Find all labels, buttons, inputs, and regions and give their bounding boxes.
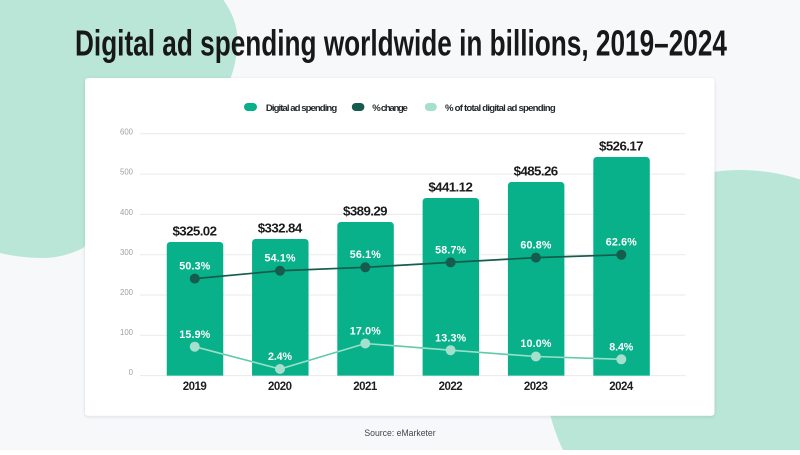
svg-text:$485.26: $485.26 [514, 164, 559, 179]
svg-text:$332.84: $332.84 [258, 221, 303, 236]
svg-text:Source: eMarketer: Source: eMarketer [364, 428, 435, 438]
svg-text:% change: % change [372, 103, 408, 114]
svg-text:$389.29: $389.29 [343, 204, 388, 219]
svg-text:50.3%: 50.3% [179, 260, 210, 272]
svg-text:54.1%: 54.1% [265, 253, 296, 265]
svg-text:500: 500 [120, 168, 134, 177]
svg-text:400: 400 [120, 208, 134, 217]
svg-text:% of total digital ad spending: % of total digital ad spending [445, 103, 556, 114]
svg-text:2022: 2022 [439, 381, 463, 393]
svg-text:200: 200 [120, 288, 134, 297]
svg-text:17.0%: 17.0% [350, 326, 381, 338]
svg-text:2.4%: 2.4% [268, 351, 292, 363]
svg-text:2021: 2021 [353, 381, 378, 393]
svg-text:600: 600 [120, 128, 134, 137]
svg-text:$526.17: $526.17 [599, 139, 644, 154]
svg-text:62.6%: 62.6% [606, 237, 637, 249]
svg-text:2024: 2024 [609, 381, 634, 393]
svg-text:15.9%: 15.9% [179, 329, 210, 341]
svg-text:Digital ad spending: Digital ad spending [266, 103, 337, 114]
svg-text:$325.02: $325.02 [173, 224, 218, 239]
svg-text:100: 100 [120, 328, 134, 337]
svg-text:60.8%: 60.8% [520, 240, 551, 252]
svg-text:8.4%: 8.4% [609, 341, 633, 353]
svg-text:56.1%: 56.1% [350, 249, 381, 261]
svg-text:300: 300 [120, 248, 134, 257]
svg-text:2020: 2020 [268, 381, 292, 393]
svg-text:10.0%: 10.0% [520, 338, 551, 350]
svg-text:58.7%: 58.7% [435, 244, 466, 256]
svg-text:13.3%: 13.3% [435, 332, 466, 344]
svg-text:$441.12: $441.12 [428, 180, 473, 195]
svg-text:0: 0 [129, 368, 134, 377]
svg-text:Digital ad spending worldwide: Digital ad spending worldwide in billion… [75, 22, 727, 63]
svg-text:2023: 2023 [524, 381, 548, 393]
svg-text:2019: 2019 [183, 381, 207, 393]
